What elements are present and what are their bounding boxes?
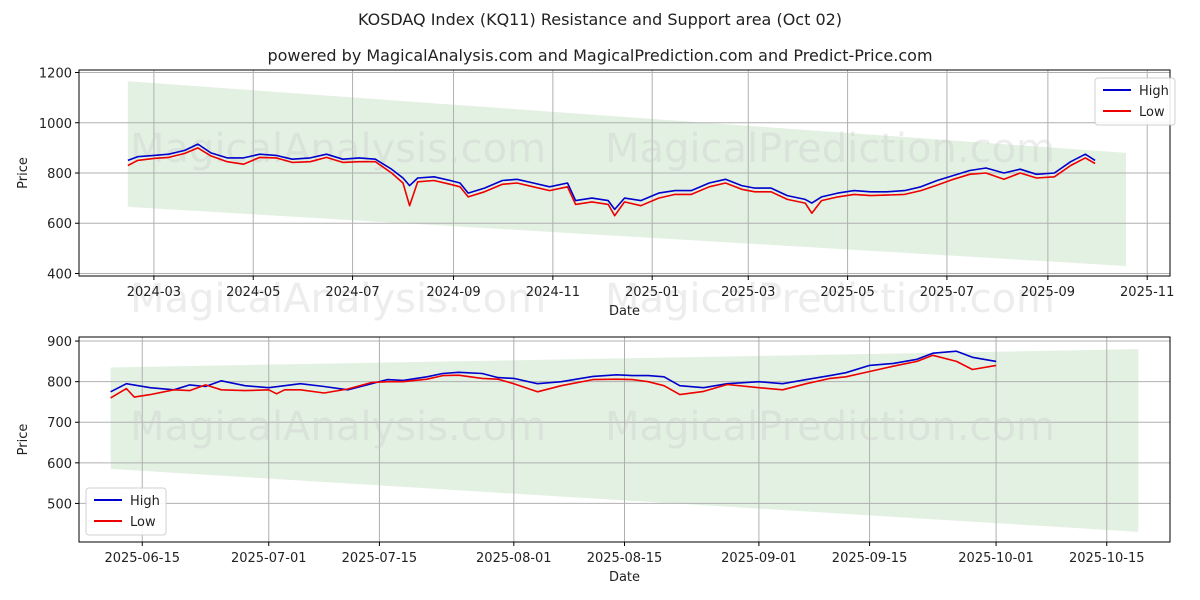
series-line-low (127, 147, 1096, 217)
x-tick-label: 2024-05 (226, 285, 280, 300)
x-tick-label: 2025-06-15 (104, 551, 180, 566)
x-tick-label: 2024-03 (127, 285, 181, 300)
y-tick-label: 700 (47, 416, 72, 431)
chart-title: KOSDAQ Index (KQ11) Resistance and Suppo… (357, 10, 843, 29)
series-line-high (110, 350, 997, 393)
y-tick-label: 1200 (39, 67, 72, 82)
x-axis-label: Date (609, 304, 640, 319)
x-tick-label: 2025-07-15 (342, 551, 418, 566)
watermark-text: MagicalPrediction.com (605, 126, 1055, 172)
y-axis-label: Price (16, 157, 31, 189)
watermark-text: MagicalPrediction.com (605, 404, 1055, 450)
x-tick-label: 2024-11 (526, 285, 580, 300)
y-tick-label: 900 (47, 335, 72, 350)
x-tick-label: 2025-10-15 (1069, 551, 1145, 566)
y-tick-label: 500 (47, 497, 72, 512)
x-tick-label: 2025-01 (625, 285, 679, 300)
x-tick-label: 2025-03 (721, 285, 775, 300)
legend-label-high: High (1139, 84, 1169, 99)
series-line-low (110, 354, 997, 399)
legend-label-low: Low (130, 515, 156, 530)
legend: High Low (85, 487, 167, 536)
watermark-text: MagicalAnalysis.com (130, 404, 546, 450)
legend: High Low (1094, 77, 1176, 126)
chart-subtitle: powered by MagicalAnalysis.com and Magic… (267, 46, 933, 65)
x-tick-label: 2024-09 (426, 285, 480, 300)
support-resistance-band (127, 81, 1127, 266)
x-tick-label: 2025-09-15 (832, 551, 908, 566)
y-tick-label: 1000 (39, 117, 72, 132)
x-tick-label: 2025-08-01 (476, 551, 552, 566)
x-tick-label: 2025-11 (1120, 285, 1174, 300)
legend-label-low: Low (1139, 105, 1165, 120)
x-tick-label: 2025-08-15 (587, 551, 663, 566)
x-tick-label: 2025-07 (920, 285, 974, 300)
y-axis-label: Price (16, 424, 31, 456)
legend-label-high: High (130, 494, 160, 509)
x-tick-label: 2025-09-01 (721, 551, 797, 566)
x-tick-label: 2024-07 (325, 285, 379, 300)
y-tick-label: 800 (47, 167, 72, 182)
y-tick-label: 800 (47, 376, 72, 391)
chart-panel-2: MagicalAnalysis.com MagicalPrediction.com… (16, 335, 1171, 585)
watermark-text: MagicalPrediction.com (605, 276, 1055, 322)
watermark-text: MagicalAnalysis.com (130, 126, 546, 172)
x-axis-label: Date (609, 570, 640, 585)
y-tick-label: 600 (47, 457, 72, 472)
y-tick-label: 600 (47, 217, 72, 232)
chart-panel-1: MagicalAnalysis.com MagicalAnalysis.com Ma… (16, 67, 1176, 322)
watermark-text: MagicalAnalysis.com (130, 276, 546, 322)
series-line-high (127, 143, 1096, 211)
x-tick-label: 2025-10-01 (958, 551, 1034, 566)
x-tick-label: 2025-09 (1021, 285, 1075, 300)
x-tick-label: 2025-07-01 (231, 551, 307, 566)
y-tick-label: 400 (47, 267, 72, 282)
x-tick-label: 2025-05 (820, 285, 874, 300)
